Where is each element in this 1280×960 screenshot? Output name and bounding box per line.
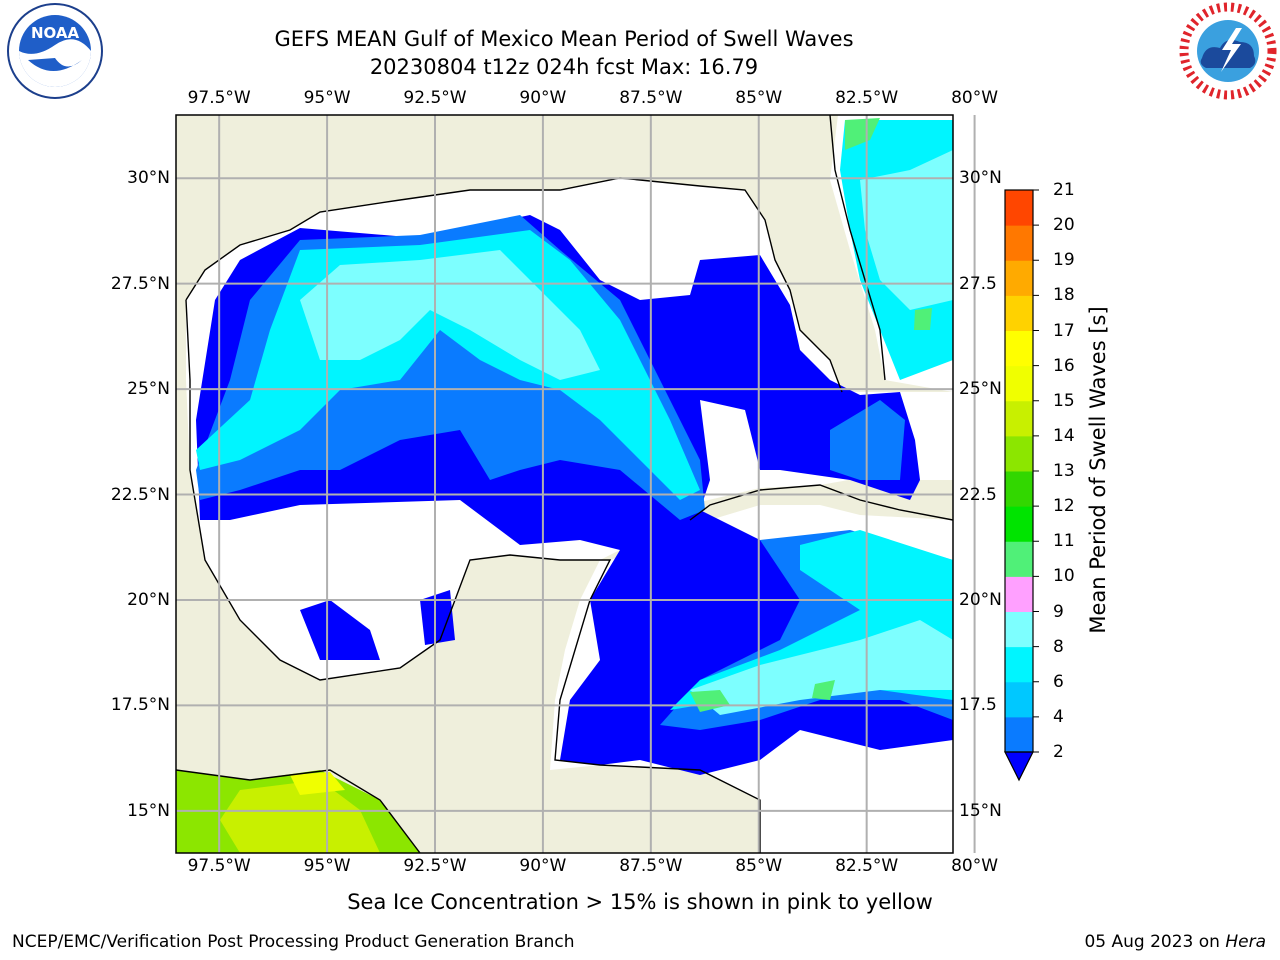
footer-branch: NCEP/EMC/Verification Post Processing Pr… (12, 932, 575, 952)
lon-tick-label-bottom: 82.5°W (835, 856, 899, 876)
colorbar-tick-label: 11 (1053, 531, 1075, 552)
lat-tick-label-right: 17.5 (959, 695, 997, 716)
lat-tick-label-right: 25°N (959, 379, 1002, 400)
swell-band-light-cyan (300, 250, 600, 380)
colorbar-segment (1005, 646, 1033, 683)
colorbar-segment (1005, 400, 1033, 437)
colorbar-tick-label: 20 (1053, 215, 1075, 236)
lat-tick-label-left: 15°N (127, 800, 170, 821)
colorbar-segment (1005, 471, 1033, 507)
colorbar-tick-label: 12 (1053, 496, 1075, 517)
lat-tick-label-right: 15°N (959, 800, 1002, 821)
coastline-cuba (689, 484, 953, 521)
swell-patch-south-west (300, 600, 380, 660)
colorbar-segment (1005, 611, 1033, 648)
colorbar-segment (1005, 576, 1033, 612)
swell-patch-caribbean-lightcyan (690, 620, 953, 715)
colorbar-segment (1005, 716, 1033, 753)
colorbar-segment (1005, 541, 1033, 577)
colorbar-tick-label: 10 (1053, 566, 1075, 587)
colorbar-segment (1005, 435, 1033, 472)
colorbar-tick-label: 21 (1053, 180, 1075, 200)
footer-host: Hera (1225, 932, 1266, 952)
lat-tick-label-right: 20°N (959, 589, 1002, 610)
swell-patch-green-3 (845, 118, 880, 150)
lon-tick-label-top: 97.5°W (187, 88, 251, 108)
lat-tick-label-left: 17.5°N (110, 695, 170, 716)
swell-patch-green-2 (812, 680, 835, 700)
lon-tick-label-top: 92.5°W (403, 88, 467, 108)
colorbar-segment (1005, 506, 1033, 542)
colorbar-tick-label: 16 (1053, 355, 1075, 376)
colorbar-tick-label: 17 (1053, 320, 1075, 341)
lon-tick-label-bottom: 97.5°W (187, 856, 251, 876)
coastline-florida (829, 115, 886, 381)
pacific-region-yellow (290, 772, 345, 795)
colorbar-tick-label: 9 (1053, 601, 1064, 622)
sea-ice-note: Sea Ice Concentration > 15% is shown in … (347, 890, 933, 914)
colorbar-tick-label: 2 (1053, 742, 1064, 762)
colorbar-segment (1005, 225, 1033, 261)
lat-tick-label-right: 27.5 (959, 273, 997, 294)
swell-patch-green-1 (690, 690, 730, 712)
chart-title: GEFS MEAN Gulf of Mexico Mean Period of … (274, 27, 854, 51)
colorbar-tick-label: 6 (1053, 671, 1064, 692)
lon-tick-label-top: 80°W (951, 88, 999, 108)
colorbar-segment (1005, 190, 1033, 226)
colorbar-segment (1005, 365, 1033, 402)
lon-tick-label-top: 87.5°W (619, 88, 683, 108)
lon-tick-label-top: 85°W (735, 88, 783, 108)
colorbar-tick-label: 19 (1053, 250, 1075, 271)
lon-tick-label-bottom: 85°W (735, 856, 783, 876)
lon-tick-label-bottom: 92.5°W (403, 856, 467, 876)
colorbar-segment (1005, 330, 1033, 367)
swell-patch-atlantic-lightcyan (860, 150, 953, 310)
lon-tick-label-top: 95°W (303, 88, 351, 108)
lon-tick-label-bottom: 87.5°W (619, 856, 683, 876)
colorbar-tick-label: 4 (1053, 706, 1064, 727)
colorbar-tick-label: 15 (1053, 390, 1075, 411)
footer-date: 05 Aug 2023 on Hera (1084, 932, 1266, 952)
noaa-logo: NOAA (7, 3, 103, 99)
lat-tick-label-right: 30°N (959, 168, 1002, 189)
colorbar-segment (1005, 260, 1033, 296)
lon-tick-label-top: 90°W (519, 88, 567, 108)
swell-patch-campeche (420, 590, 455, 645)
lat-tick-label-left: 22.5°N (110, 484, 170, 505)
lat-tick-label-left: 30°N (127, 168, 170, 189)
colorbar-extend-arrow (1004, 751, 1034, 782)
colorbar-tick-label: 14 (1053, 425, 1075, 446)
colorbar-tick-label: 18 (1053, 285, 1075, 306)
lon-tick-label-bottom: 80°W (951, 856, 999, 876)
colorbar-segment (1005, 295, 1033, 331)
lat-tick-label-left: 25°N (127, 379, 170, 400)
colorbar-title: Mean Period of Swell Waves [s] (1086, 306, 1110, 634)
chart-subtitle: 20230804 t12z 024h fcst Max: 16.79 (369, 55, 759, 79)
swell-patch-green-4 (914, 308, 932, 330)
noaa-logo-text: NOAA (31, 24, 80, 42)
lon-tick-label-bottom: 95°W (303, 856, 351, 876)
nws-logo (1179, 2, 1277, 100)
lon-tick-label-bottom: 90°W (519, 856, 567, 876)
lat-tick-label-left: 27.5°N (110, 273, 170, 294)
colorbar-segment (1005, 681, 1033, 718)
colorbar-tick-label: 13 (1053, 461, 1075, 481)
lat-tick-label-right: 22.5 (959, 484, 997, 505)
lat-tick-label-left: 20°N (127, 589, 170, 610)
coastline-central-america (176, 769, 421, 853)
colorbar-tick-label: 8 (1053, 636, 1064, 657)
gridlines (176, 115, 976, 853)
map-frame (175, 114, 954, 854)
lon-tick-label-top: 82.5°W (835, 88, 899, 108)
pacific-region-inner (220, 780, 380, 853)
